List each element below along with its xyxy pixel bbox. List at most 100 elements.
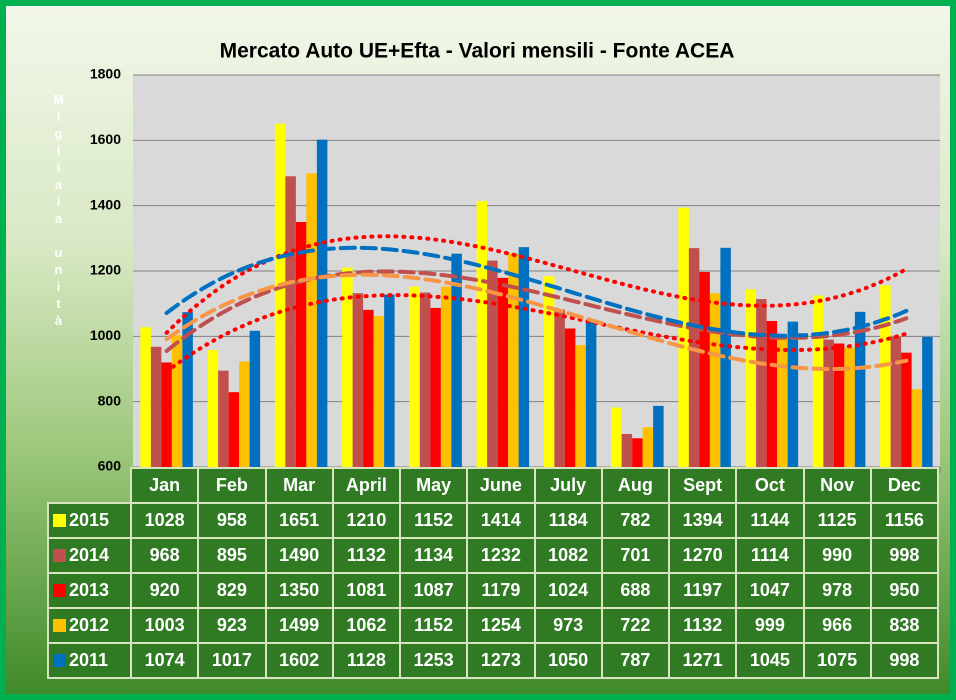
table-value: 782: [600, 502, 671, 539]
bar: [720, 247, 731, 467]
x-tick-label: April: [331, 467, 402, 504]
table-value: 1132: [331, 537, 402, 574]
bar: [285, 176, 296, 467]
table-value: 1394: [667, 502, 738, 539]
table-value: 968: [129, 537, 200, 574]
table-value: 1050: [533, 642, 603, 679]
bar: [890, 336, 902, 467]
legend-key: [53, 549, 66, 562]
bar: [922, 336, 933, 467]
legend-label: 2012: [69, 615, 110, 635]
table-value: 1152: [398, 607, 469, 644]
table-value: 1253: [398, 642, 469, 679]
bar: [844, 347, 855, 467]
bar: [911, 389, 923, 467]
table-value: 1273: [466, 642, 536, 679]
bar: [409, 286, 420, 467]
table-value: 1017: [197, 642, 267, 679]
bar: [373, 316, 385, 467]
bar: [451, 253, 462, 467]
bar: [688, 248, 700, 467]
table-value: 973: [533, 607, 603, 644]
table-value: 1210: [331, 502, 402, 539]
table-value: 1087: [398, 572, 469, 609]
table-value: 1184: [533, 502, 603, 539]
bar: [642, 427, 654, 467]
x-tick-label: June: [466, 467, 536, 504]
x-tick-label: May: [398, 467, 469, 504]
table-value: 1003: [129, 607, 200, 644]
bar: [508, 253, 519, 467]
table-value: 1350: [264, 572, 334, 609]
bar: [295, 222, 307, 467]
legend-label: 2014: [69, 545, 110, 565]
legend-entry: 2012: [47, 607, 132, 644]
bar: [182, 312, 193, 467]
table-value: 787: [600, 642, 671, 679]
legend-entry: 2011: [47, 642, 132, 679]
bar: [306, 173, 317, 467]
y-tick-label: 1200: [90, 262, 121, 278]
table-value: 1047: [735, 572, 805, 609]
table-value: 1028: [129, 502, 200, 539]
chart-title: Mercato Auto UE+Efta - Valori mensili - …: [220, 40, 735, 63]
x-tick-label: Oct: [735, 467, 805, 504]
y-tick-label: 1600: [90, 131, 121, 147]
table-value: 1490: [264, 537, 334, 574]
table-value: 966: [802, 607, 872, 644]
bar: [756, 299, 767, 467]
legend-entry: 2014: [47, 537, 132, 574]
trendline: [164, 293, 909, 374]
bar: [430, 307, 441, 467]
table-value: 1270: [667, 537, 738, 574]
bar: [766, 320, 778, 467]
table-value: 1128: [331, 642, 402, 679]
bar: [632, 438, 643, 467]
bar: [575, 345, 586, 467]
bar: [854, 311, 866, 467]
table-value: 1024: [533, 572, 603, 609]
bar: [316, 139, 328, 467]
bar: [440, 286, 452, 467]
bar: [777, 336, 788, 467]
table-value: 998: [869, 537, 940, 574]
bar: [274, 123, 286, 467]
table-value: 1075: [802, 642, 872, 679]
table-value: 950: [869, 572, 940, 609]
bar: [745, 289, 757, 467]
table-value: 978: [802, 572, 872, 609]
y-axis-label: Migliaia unità: [51, 92, 66, 330]
x-tick-label: Aug: [600, 467, 671, 504]
table-corner: [48, 468, 132, 504]
bar: [543, 276, 555, 467]
bar: [518, 247, 530, 467]
bar: [228, 392, 240, 467]
table-value: 1152: [398, 502, 469, 539]
table-value: 1254: [466, 607, 536, 644]
table-value: 722: [600, 607, 671, 644]
table-value: 1125: [802, 502, 872, 539]
table-value: 1499: [264, 607, 334, 644]
bar: [342, 267, 353, 467]
table-value: 1156: [869, 502, 940, 539]
bar: [476, 201, 488, 468]
bar: [239, 361, 250, 467]
table-row: 2014 968 895 1490 1132 1134 1232 1082 701 1270 111…: [47, 537, 940, 574]
bar: [585, 320, 597, 467]
table-value: 1082: [533, 537, 603, 574]
bar: [218, 370, 229, 467]
bar: [621, 434, 633, 467]
legend-key: [53, 619, 66, 632]
bar: [171, 335, 183, 467]
table-row: 2011 1074 1017 1602 1128 1253 1273 1050 787 1271 1…: [47, 642, 940, 679]
bar: [497, 277, 509, 467]
x-tick-label: Mar: [264, 467, 334, 504]
bar: [384, 294, 395, 467]
bar: [823, 339, 834, 467]
x-tick-label: Nov: [802, 467, 872, 504]
bar: [363, 309, 374, 467]
x-tick-label: Jan: [129, 467, 200, 504]
table-value: 1271: [667, 642, 738, 679]
bar: [787, 321, 799, 467]
table-header-row: Jan Feb Mar April May June July Aug Sept Oct Nov De…: [48, 467, 940, 504]
